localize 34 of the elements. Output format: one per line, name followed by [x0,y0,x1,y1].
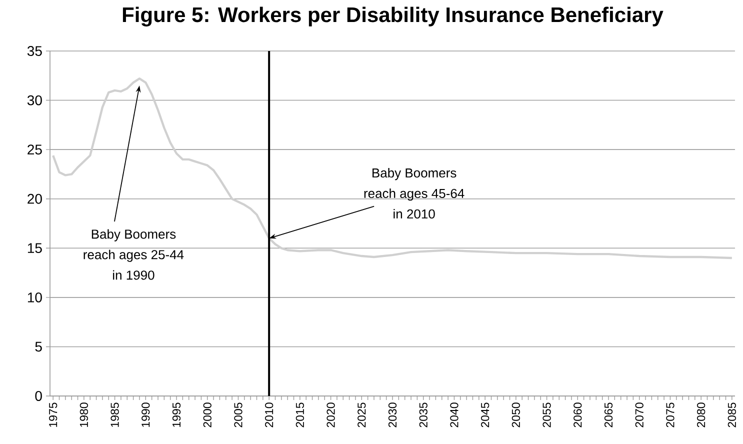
y-tick-label: 15 [28,243,42,254]
y-tick-label: 35 [27,46,42,56]
x-tick-label: 2020 [326,402,335,428]
x-tick-label: 2035 [419,402,428,428]
x-tick-label: 2005 [234,402,242,428]
chart-title: Figure 5: Workers per Disability Insurance Beneficiary [122,6,664,26]
y-tick-label: 20 [28,194,42,204]
annotation: Baby Boomers reach ages 25-44 in 1990 [84,229,184,280]
y-tick-label: 10 [28,292,42,302]
x-tick-label: 2025 [358,402,366,428]
x-tick-label: 2060 [574,402,582,428]
x-tick-label: 2075 [666,402,674,428]
y-tick-label: 0 [35,391,42,401]
x-tick-label: 2040 [450,402,458,428]
x-tick-label: 2030 [388,402,397,428]
x-tick-label: 2015 [296,402,304,428]
x-tick-label: 2000 [203,402,212,428]
x-tick-label: 2080 [697,402,706,428]
x-tick-label: 1975 [49,402,58,427]
x-tick-label: 1990 [142,402,150,427]
x-tick-label: 2070 [635,402,644,428]
y-tick-label: 30 [27,95,42,106]
x-tick-label: 1980 [80,402,88,427]
y-tick-label: 25 [28,144,42,155]
x-tick-label: 2085 [728,402,736,428]
x-tick-label: 2050 [512,402,520,428]
x-tick-label: 2055 [542,402,551,428]
x-tick-label: 2010 [265,402,274,428]
y-tick-label: 5 [35,342,42,352]
x-tick-label: 1995 [172,402,181,427]
x-tick-label: 2045 [481,402,490,428]
x-tick-label: 2065 [604,402,613,428]
x-tick-label: 1985 [110,402,119,427]
annotation: Baby Boomers reach ages 45-64 in 2010 [364,168,464,219]
